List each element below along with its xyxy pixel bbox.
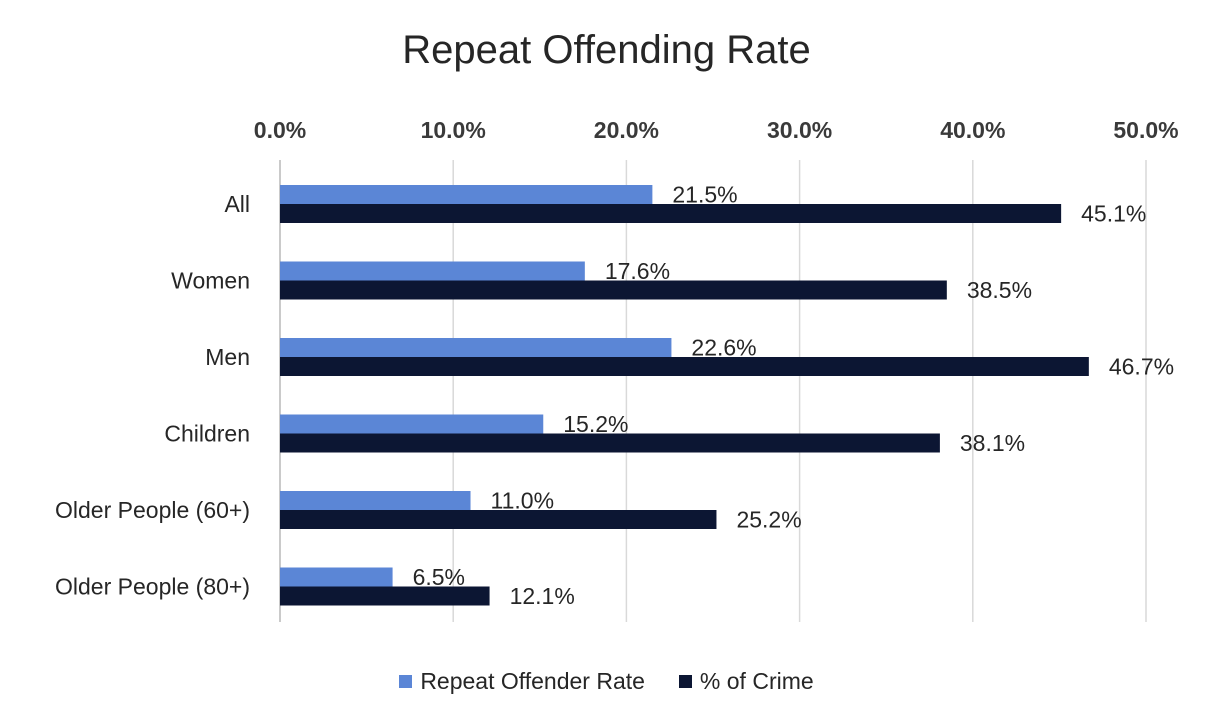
category-label: Women bbox=[171, 268, 250, 294]
category-label: Men bbox=[205, 344, 250, 370]
data-label-repeat-offender-rate: 6.5% bbox=[413, 564, 465, 590]
x-tick-label: 50.0% bbox=[1113, 117, 1178, 143]
bar-percent-of-crime bbox=[280, 510, 717, 529]
data-label-percent-of-crime: 38.5% bbox=[967, 277, 1032, 303]
legend-label-percent-of-crime: % of Crime bbox=[699, 668, 814, 694]
bars bbox=[280, 185, 1089, 606]
bar-repeat-offender-rate bbox=[280, 567, 393, 587]
bar-percent-of-crime bbox=[280, 357, 1089, 376]
data-label-repeat-offender-rate: 21.5% bbox=[672, 182, 737, 208]
category-label: Older People (80+) bbox=[55, 574, 250, 600]
legend-item-repeat-offender-rate: Repeat Offender Rate bbox=[399, 668, 645, 695]
data-label-repeat-offender-rate: 17.6% bbox=[605, 258, 670, 284]
bar-repeat-offender-rate bbox=[280, 491, 471, 510]
category-axis: All Women Men Children Older People (60+) Old… bbox=[55, 160, 281, 622]
x-tick-label: 20.0% bbox=[594, 117, 659, 143]
legend: Repeat Offender Rate % of Crime bbox=[0, 668, 1213, 695]
x-tick-label: 40.0% bbox=[940, 117, 1005, 143]
data-label-percent-of-crime: 46.7% bbox=[1109, 354, 1174, 380]
data-label-percent-of-crime: 45.1% bbox=[1081, 201, 1146, 227]
gridlines bbox=[279, 160, 1147, 622]
x-axis-ticks: 0.0% 10.0% 20.0% 30.0% 40.0% 50.0% bbox=[254, 117, 1179, 143]
x-tick-label: 10.0% bbox=[421, 117, 486, 143]
category-label: Older People (60+) bbox=[55, 497, 250, 523]
data-label-repeat-offender-rate: 15.2% bbox=[563, 411, 628, 437]
chart-title: Repeat Offending Rate bbox=[402, 28, 811, 72]
data-label-repeat-offender-rate: 11.0% bbox=[491, 488, 555, 514]
category-label: All bbox=[224, 191, 250, 217]
bar-percent-of-crime bbox=[280, 586, 490, 606]
bar-percent-of-crime bbox=[280, 204, 1062, 223]
bar-percent-of-crime bbox=[280, 433, 940, 453]
bar-percent-of-crime bbox=[280, 280, 947, 300]
data-label-repeat-offender-rate: 22.6% bbox=[691, 335, 756, 361]
data-label-percent-of-crime: 38.1% bbox=[960, 430, 1025, 456]
x-tick-label: 0.0% bbox=[254, 117, 306, 143]
bar-repeat-offender-rate bbox=[280, 414, 544, 434]
data-labels: 21.5% 45.1% 17.6% 38.5% 22.6% 46.7% 15.2% 38.1%… bbox=[413, 182, 1174, 610]
x-tick-label: 30.0% bbox=[767, 117, 832, 143]
legend-label-repeat-offender-rate: Repeat Offender Rate bbox=[420, 668, 645, 694]
bar-repeat-offender-rate bbox=[280, 338, 672, 357]
bar-repeat-offender-rate bbox=[280, 261, 585, 281]
bar-repeat-offender-rate bbox=[280, 185, 653, 204]
legend-item-percent-of-crime: % of Crime bbox=[678, 668, 814, 695]
data-label-percent-of-crime: 12.1% bbox=[510, 583, 575, 609]
data-label-percent-of-crime: 25.2% bbox=[736, 507, 801, 533]
legend-swatch-repeat-offender-rate bbox=[399, 675, 413, 688]
category-label: Children bbox=[164, 421, 250, 447]
legend-swatch-percent-of-crime bbox=[678, 675, 692, 688]
